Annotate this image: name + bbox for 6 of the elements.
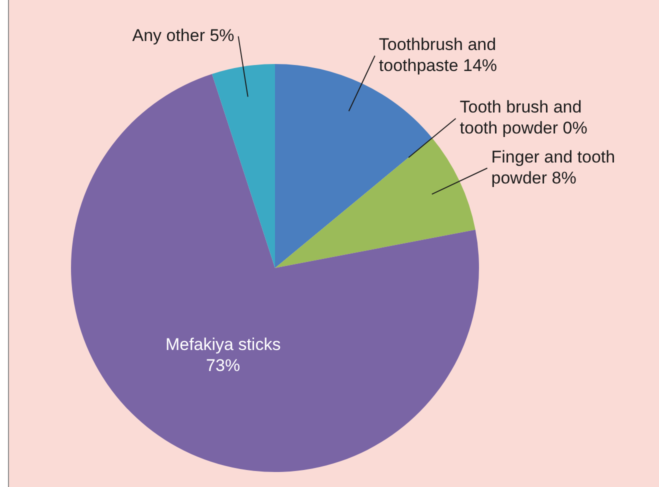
slice-label: Finger and tooth powder 8%: [491, 147, 616, 188]
data-label: 73%: [206, 356, 240, 375]
category-label: Tooth brush and tooth powder 0%: [460, 98, 588, 138]
slice-label: Mefakiya sticks: [165, 334, 281, 354]
slice-label: Any other 5%: [132, 26, 234, 45]
slice-label: Toothbrush and toothpaste 14%: [378, 34, 498, 75]
